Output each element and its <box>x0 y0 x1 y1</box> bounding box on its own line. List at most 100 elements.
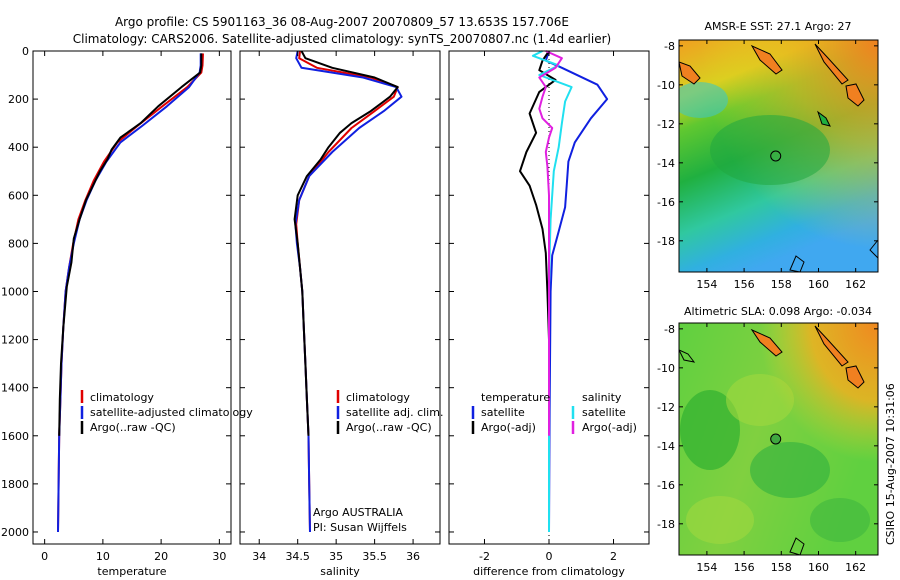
x-axis-label: salinity <box>320 565 360 578</box>
coastline-shape <box>817 110 831 127</box>
argo-pi-label: PI: Susan Wijffels <box>313 521 407 534</box>
map-y-tick-label: -16 <box>657 196 675 209</box>
coastline-shape <box>814 43 849 85</box>
argo-position-marker <box>770 433 782 445</box>
map-x-tick-label: 160 <box>808 278 829 291</box>
x-tick-label: 2 <box>610 550 617 563</box>
plot-frame <box>32 50 232 545</box>
x-axis-label: temperature <box>97 565 166 578</box>
y-tick-label: 600 <box>8 189 29 202</box>
series-line-salinity-satellite <box>531 50 573 532</box>
legend-label-sal-satellite: satellite <box>582 406 626 419</box>
x-tick-label: 20 <box>154 550 168 563</box>
map-y-tick-label: -18 <box>657 235 675 248</box>
y-tick-label: 200 <box>8 93 29 106</box>
x-tick-label: -2 <box>479 550 490 563</box>
coastline-shape <box>869 239 878 259</box>
series-line-temperature-argo-adj- <box>519 50 557 436</box>
salinity-legend: climatology satellite adj. clim. Argo(..… <box>313 390 443 534</box>
x-tick-label: 35 <box>329 550 343 563</box>
map-y-tick-label: -14 <box>657 440 675 453</box>
y-tick-label: 1600 <box>1 430 29 443</box>
salinity-profile-plot: 34 34.5 35 35.5 36 salinity <box>239 50 441 578</box>
x-tick-label: 34.5 <box>285 550 310 563</box>
map-x-tick-label: 162 <box>845 278 866 291</box>
y-tick-label: 1000 <box>1 285 29 298</box>
map-y-tick-label: -16 <box>657 479 675 492</box>
map-x-tick-label: 154 <box>696 561 717 574</box>
legend-label-argo: Argo(..raw -QC) <box>90 421 176 434</box>
legend-title-temperature: temperature <box>481 391 550 404</box>
coastline-shape <box>789 255 805 272</box>
legend-label-sal-argo: Argo(-adj) <box>582 421 637 434</box>
coastline-shape <box>789 537 805 555</box>
coastline-shape <box>679 61 701 85</box>
sst-map-axes: 154 156 158 160 162 -8 -10 -12 -14 -16 -18 <box>657 40 878 291</box>
sla-map-frame <box>678 322 879 556</box>
map-y-tick-label: -18 <box>657 518 675 531</box>
argo-agency-label: Argo AUSTRALIA <box>313 506 403 519</box>
map-y-tick-label: -10 <box>657 79 675 92</box>
map-x-tick-label: 160 <box>808 561 829 574</box>
series-line-temperature-satellite <box>544 50 609 533</box>
series-line-argo <box>58 53 203 436</box>
legend-title-salinity: salinity <box>582 391 622 404</box>
sla-map-title: Altimetric SLA: 0.098 Argo: -0.034 <box>684 305 872 318</box>
coastline-shape <box>679 349 696 363</box>
y-tick-label: 1800 <box>1 478 29 491</box>
header-line1: Argo profile: CS 5901163_36 08-Aug-2007 … <box>115 15 569 29</box>
sst-cool-patch <box>679 82 728 118</box>
sla-map: Altimetric SLA: 0.098 Argo: -0.034 154 15… <box>657 305 879 574</box>
sst-cool-patch <box>710 115 830 185</box>
x-tick-label: 0 <box>546 550 553 563</box>
series-line-salinity-argo-adj- <box>538 50 563 436</box>
difference-profile-plot: -2 0 2 difference from climatology <box>448 50 650 578</box>
y-tick-label: 400 <box>8 141 29 154</box>
sst-map-frame <box>678 39 879 273</box>
sst-map-title: AMSR-E SST: 27.1 Argo: 27 <box>704 20 851 33</box>
timestamp-label: CSIRO 15-Aug-2007 10:31:06 <box>884 383 897 545</box>
legend-label-temp-satellite: satellite <box>481 406 525 419</box>
map-y-tick-label: -14 <box>657 157 675 170</box>
y-tick-label: 1200 <box>1 334 29 347</box>
x-tick-label: 35.5 <box>362 550 387 563</box>
map-x-tick-label: 158 <box>771 561 792 574</box>
difference-legend: temperature satellite Argo(-adj) salinit… <box>471 391 637 434</box>
coastline-shape <box>750 44 783 75</box>
map-y-tick-label: -12 <box>657 401 675 414</box>
x-tick-label: 30 <box>212 550 226 563</box>
x-axis-label: difference from climatology <box>473 565 625 578</box>
series-line-argo <box>293 50 399 436</box>
coastline-shape <box>845 83 865 107</box>
map-y-tick-label: -8 <box>664 40 675 53</box>
coastline-shape <box>750 328 783 357</box>
map-y-tick-label: -8 <box>664 323 675 336</box>
y-tick-label: 0 <box>22 45 29 58</box>
legend-label-satellite: satellite-adjusted climatology <box>90 406 253 419</box>
legend-label-temp-argo: Argo(-adj) <box>481 421 536 434</box>
x-tick-label: 10 <box>96 550 110 563</box>
coastline-shape <box>814 325 849 367</box>
map-x-tick-label: 158 <box>771 278 792 291</box>
sla-map-axes: 154 156 158 160 162 -8 -10 -12 -14 -16 -18 <box>657 323 878 574</box>
series-line-climatology <box>57 53 204 533</box>
x-tick-label: 34 <box>252 550 266 563</box>
temperature-profile-plot: 0 10 20 30 0 200 400 600 800 1000 1200 1400 1600 1800… <box>1 45 232 578</box>
temperature-legend: climatology satellite-adjusted climatolo… <box>80 390 253 434</box>
coastline-shape <box>845 365 865 389</box>
legend-label-climatology: climatology <box>346 391 410 404</box>
header-line2: Climatology: CARS2006. Satellite-adjuste… <box>73 32 611 46</box>
argo-position-marker <box>770 150 782 162</box>
plot-frame <box>239 50 441 545</box>
map-x-tick-label: 154 <box>696 278 717 291</box>
y-tick-label: 2000 <box>1 526 29 539</box>
map-x-tick-label: 156 <box>734 278 755 291</box>
y-tick-label: 800 <box>8 237 29 250</box>
map-x-tick-label: 156 <box>734 561 755 574</box>
legend-label-argo: Argo(..raw -QC) <box>346 421 432 434</box>
map-y-tick-label: -10 <box>657 362 675 375</box>
map-x-tick-label: 162 <box>845 561 866 574</box>
y-tick-label: 1400 <box>1 382 29 395</box>
series-line-satellite <box>57 53 202 533</box>
